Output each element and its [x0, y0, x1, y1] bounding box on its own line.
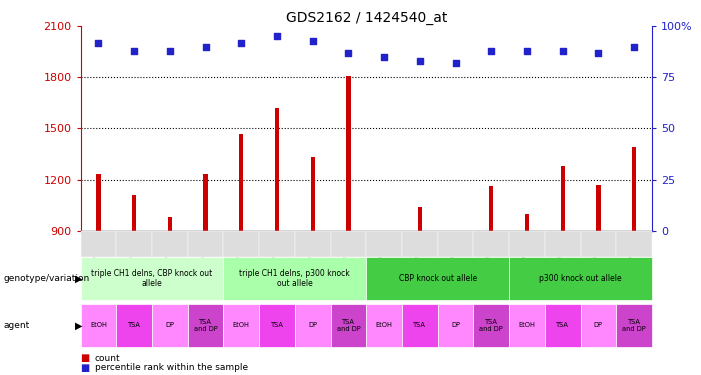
- Point: [486, 48, 497, 54]
- Text: triple CH1 delns, p300 knock
out allele: triple CH1 delns, p300 knock out allele: [240, 269, 350, 288]
- Text: percentile rank within the sample: percentile rank within the sample: [95, 363, 247, 372]
- Text: CBP knock out allele: CBP knock out allele: [399, 274, 477, 283]
- Text: DP: DP: [308, 322, 318, 328]
- Point: [200, 44, 211, 50]
- Bar: [597, 184, 601, 231]
- Point: [450, 60, 461, 66]
- Bar: [275, 108, 279, 231]
- Text: DP: DP: [451, 322, 460, 328]
- Text: ■: ■: [81, 363, 90, 372]
- Point: [629, 44, 640, 50]
- Text: DP: DP: [594, 322, 603, 328]
- Bar: [382, 231, 386, 236]
- Text: TSA: TSA: [128, 322, 141, 328]
- Point: [557, 48, 569, 54]
- Point: [522, 48, 533, 54]
- Bar: [454, 231, 458, 236]
- Bar: [525, 214, 529, 231]
- Bar: [418, 207, 422, 231]
- Point: [271, 33, 283, 39]
- Point: [164, 48, 175, 54]
- Text: count: count: [95, 354, 121, 363]
- Text: TSA: TSA: [271, 322, 283, 328]
- Text: ▶: ▶: [75, 273, 83, 284]
- Bar: [632, 147, 637, 231]
- Bar: [96, 174, 101, 231]
- Text: TSA
and DP: TSA and DP: [193, 319, 217, 332]
- Text: EtOH: EtOH: [90, 322, 107, 328]
- Point: [307, 38, 318, 44]
- Text: triple CH1 delns, CBP knock out
allele: triple CH1 delns, CBP knock out allele: [91, 269, 212, 288]
- Point: [379, 54, 390, 60]
- Text: ▶: ▶: [75, 320, 83, 330]
- Bar: [311, 158, 315, 231]
- Text: ■: ■: [81, 353, 90, 363]
- Bar: [561, 166, 565, 231]
- Text: agent: agent: [4, 321, 29, 330]
- Text: genotype/variation: genotype/variation: [4, 274, 90, 283]
- Bar: [203, 174, 207, 231]
- Point: [128, 48, 139, 54]
- Bar: [346, 76, 350, 231]
- Text: EtOH: EtOH: [376, 322, 393, 328]
- Bar: [168, 217, 172, 231]
- Point: [343, 50, 354, 56]
- Point: [93, 40, 104, 46]
- Text: TSA: TSA: [556, 322, 569, 328]
- Bar: [489, 186, 494, 231]
- Text: DP: DP: [165, 322, 175, 328]
- Text: TSA
and DP: TSA and DP: [336, 319, 360, 332]
- Bar: [239, 134, 243, 231]
- Title: GDS2162 / 1424540_at: GDS2162 / 1424540_at: [285, 11, 447, 25]
- Bar: [132, 195, 136, 231]
- Text: TSA
and DP: TSA and DP: [622, 319, 646, 332]
- Text: TSA: TSA: [414, 322, 426, 328]
- Point: [236, 40, 247, 46]
- Point: [414, 58, 426, 64]
- Text: EtOH: EtOH: [233, 322, 250, 328]
- Text: EtOH: EtOH: [519, 322, 536, 328]
- Text: TSA
and DP: TSA and DP: [479, 319, 503, 332]
- Text: p300 knock out allele: p300 knock out allele: [539, 274, 622, 283]
- Point: [593, 50, 604, 56]
